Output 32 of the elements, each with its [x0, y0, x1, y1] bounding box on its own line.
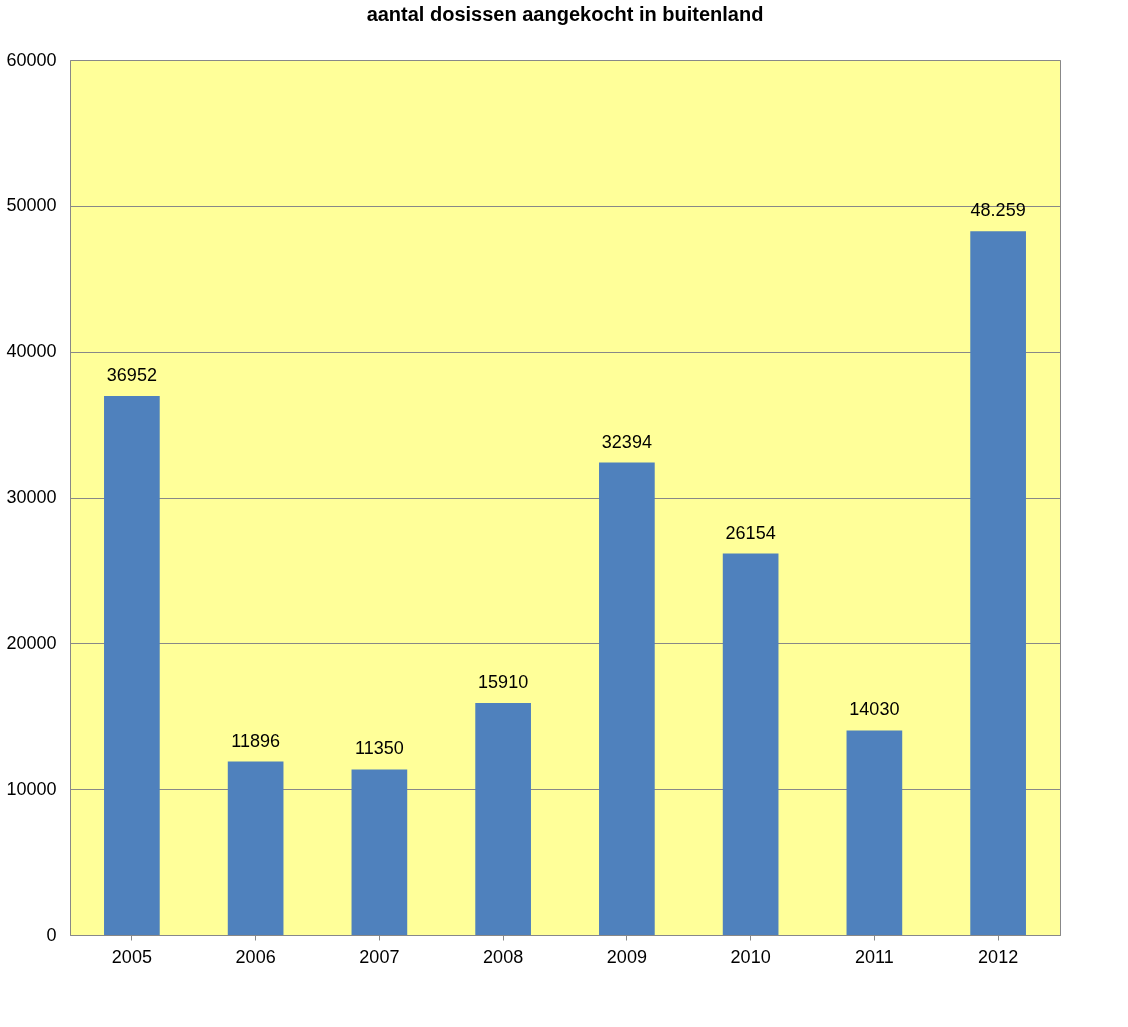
bar	[599, 462, 655, 935]
y-tick-label: 0	[46, 924, 57, 945]
bar	[846, 730, 903, 935]
x-tick-label: 2009	[606, 946, 647, 967]
y-tick-label: 10000	[6, 778, 57, 799]
bar	[722, 553, 779, 935]
data-label: 11896	[231, 730, 280, 751]
x-tick-label: 2011	[855, 946, 894, 967]
data-label: 14030	[849, 699, 900, 720]
y-tick-label: 60000	[6, 49, 57, 70]
bar	[104, 396, 160, 935]
data-label: 26154	[725, 522, 776, 543]
data-label: 32394	[601, 431, 652, 452]
y-tick-label: 20000	[6, 632, 57, 653]
bar	[970, 231, 1026, 935]
data-label: 48.259	[970, 200, 1026, 221]
bar	[475, 702, 531, 935]
x-tick-label: 2010	[730, 946, 771, 967]
x-tick-label: 2012	[978, 946, 1019, 967]
x-tick-label: 2005	[111, 946, 152, 967]
x-tick-label: 2006	[235, 946, 276, 967]
y-tick-label: 50000	[6, 195, 57, 216]
data-label: 15910	[478, 671, 529, 692]
bar	[351, 769, 408, 935]
y-tick-label: 30000	[6, 487, 57, 507]
y-tick-label: 40000	[6, 341, 57, 362]
chart-title: aantal dosissen aangekocht in buitenland	[366, 3, 764, 25]
x-tick-label: 2007	[359, 946, 400, 967]
x-tick-label: 2008	[483, 946, 524, 967]
bar	[227, 761, 284, 935]
data-label: 11350	[355, 738, 404, 759]
data-label: 36952	[106, 365, 157, 386]
